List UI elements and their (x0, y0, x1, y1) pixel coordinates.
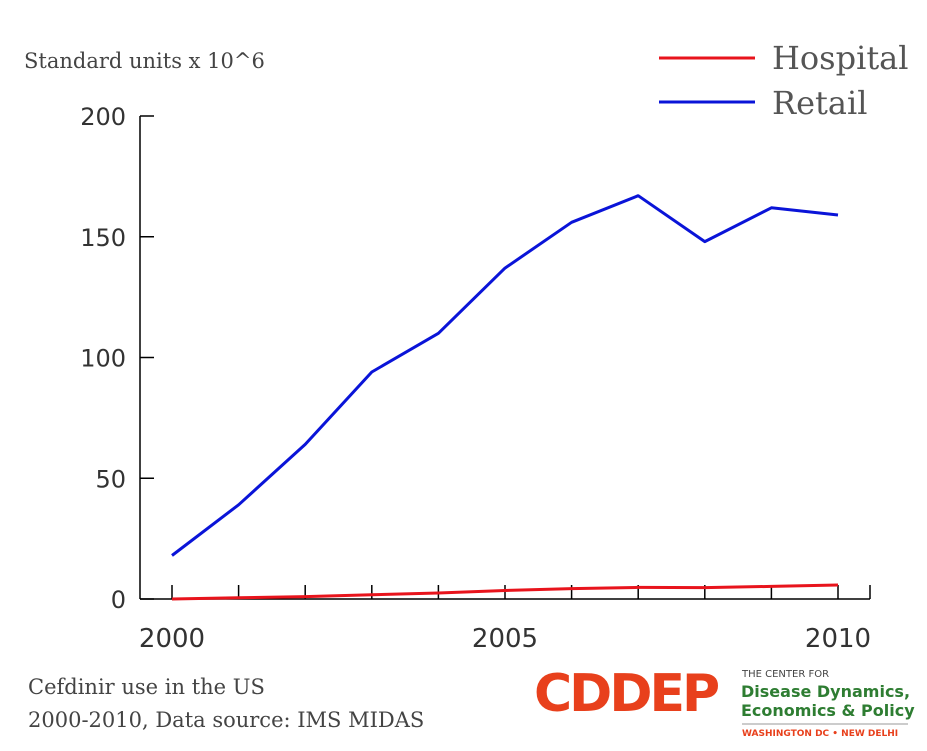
logo-name-line2: Economics & Policy (741, 701, 915, 720)
x-tick-label: 2005 (472, 624, 538, 654)
y-axis-label: Standard units x 10^6 (24, 49, 265, 73)
axes: 0 50 100 150 200 2000 2005 2010 (80, 103, 871, 654)
caption-title: Cefdinir use in the US (28, 675, 265, 699)
y-tick-label: 200 (80, 103, 126, 131)
logo-name-line1: Disease Dynamics, (741, 682, 910, 701)
y-tick-label: 50 (95, 465, 126, 493)
logo-mark: CDDEP (534, 664, 718, 724)
series-line-hospital (171, 583, 839, 601)
cddep-logo: CDDEP THE CENTER FOR Disease Dynamics, E… (534, 664, 915, 739)
series-line-retail (171, 194, 839, 557)
y-tick-label: 100 (80, 345, 126, 373)
y-tick-label: 150 (80, 224, 126, 252)
x-tick-label: 2000 (139, 624, 205, 654)
legend-label-hospital: Hospital (772, 39, 908, 77)
logo-locations: WASHINGTON DC • NEW DELHI (742, 729, 898, 739)
legend-label-retail: Retail (772, 84, 867, 122)
logo-small-caps: THE CENTER FOR (741, 669, 829, 680)
y-tick-label: 0 (111, 586, 126, 614)
legend: Hospital Retail (659, 39, 908, 122)
series-lines (171, 194, 839, 601)
caption-source: 2000-2010, Data source: IMS MIDAS (28, 708, 424, 732)
x-tick-label: 2010 (805, 624, 871, 654)
